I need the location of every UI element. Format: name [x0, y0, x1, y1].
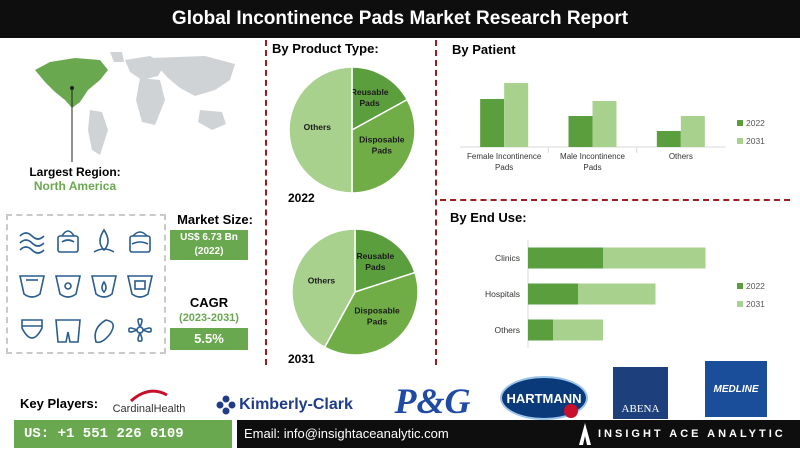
icons-panel	[6, 214, 166, 354]
pie-slice-label: Others	[304, 122, 332, 132]
x-tick-label: Male Incontinence Pads	[560, 152, 625, 172]
diaper-icon	[127, 275, 153, 298]
x-tick-label: Others	[669, 152, 693, 161]
patient-chart: Female Incontinence Pads Male Incontinence…	[460, 83, 765, 172]
north-america-region	[35, 58, 108, 108]
bar	[528, 319, 553, 341]
footer-bar	[237, 420, 800, 448]
cagr-label: CAGR	[189, 295, 229, 310]
world-map	[35, 52, 235, 162]
bar	[480, 99, 505, 147]
pie-slice	[291, 228, 356, 349]
diaper-icon	[21, 319, 43, 339]
product-type-title: By Product Type:	[272, 41, 379, 56]
pie-2022: Reusable Pads Disposable Pads Others	[288, 66, 416, 194]
divider-right	[435, 40, 437, 365]
legend-swatch	[737, 283, 743, 289]
market-size-box: US$ 6.73 Bn (2022)	[170, 230, 248, 260]
bar	[656, 131, 681, 147]
diaper-icon	[91, 275, 117, 298]
legend-swatch	[737, 120, 743, 126]
pie-2022-year: 2022	[288, 191, 315, 205]
diaper-icon	[19, 275, 45, 298]
pie-slice-label: Others	[308, 275, 336, 285]
logo-kimberly-clark: Kimberly-Clark	[212, 393, 357, 417]
divider-left	[265, 40, 267, 365]
key-players-label: Key Players:	[20, 396, 99, 411]
y-tick-label: Others	[494, 325, 520, 335]
largest-region-value: North America	[33, 179, 117, 193]
cagr-period: (2023-2031)	[179, 312, 239, 324]
bar	[553, 319, 603, 341]
pie-slice	[288, 66, 353, 194]
end-use-chart: Clinics Hospitals Others 2022 2031	[485, 240, 765, 348]
phone-bar[interactable]: US: +1 551 226 6109	[14, 420, 232, 448]
legend-label: 2022	[746, 281, 765, 291]
brief-icon	[55, 319, 81, 343]
legend-swatch	[737, 301, 743, 307]
market-size-year: (2022)	[194, 246, 224, 257]
pie-slice	[354, 228, 416, 294]
brand-logo-icon	[579, 423, 591, 445]
logo-abena: ABENA	[613, 367, 668, 419]
legend-label: 2022	[746, 118, 765, 128]
bar	[603, 247, 706, 269]
bar	[568, 116, 593, 147]
divider-horizontal	[440, 199, 790, 201]
pie-2031-year: 2031	[288, 352, 315, 366]
market-size-value: US$ 6.73 Bn	[180, 232, 238, 243]
logo-pg: P&G	[394, 381, 471, 421]
market-size-label: Market Size:	[177, 212, 253, 227]
x-tick-label: Female Incontinence Pads	[467, 152, 542, 172]
product-icons	[19, 228, 153, 344]
pie-slice	[351, 66, 409, 132]
flower-icon	[128, 318, 152, 342]
largest-region-label: Largest Region:	[29, 165, 121, 179]
pie-slice-label: Reusable Pads	[351, 87, 389, 108]
report-title: Global Incontinence Pads Market Research…	[0, 0, 800, 38]
pie-slice-label: Disposable Pads	[354, 306, 400, 327]
legend-label: 2031	[746, 299, 765, 309]
brand-name: INSIGHT ACE ANALYTIC	[598, 428, 786, 440]
y-tick-label: Hospitals	[485, 289, 520, 299]
bar	[504, 83, 529, 147]
tissue-box-icon	[129, 231, 151, 253]
tissue-icon	[57, 230, 79, 253]
y-tick-label: Clinics	[495, 253, 520, 263]
email-link[interactable]: Email: info@insightaceanalytic.com	[244, 426, 449, 441]
pie-slice	[323, 271, 419, 356]
diaper-icon	[55, 275, 81, 298]
bar	[680, 116, 705, 147]
bar	[592, 101, 617, 147]
logo-medline: MEDLINE	[705, 361, 767, 417]
pie-slice-label: Disposable Pads	[359, 135, 405, 156]
bar	[528, 247, 603, 269]
pad-icon	[94, 319, 114, 344]
cardinal-swoosh-icon	[130, 389, 168, 403]
droplet-icon	[93, 228, 115, 253]
hartmann-badge-icon	[564, 404, 578, 418]
pie-slice-label: Reusable Pads	[356, 251, 394, 272]
kc-mark-icon	[216, 395, 236, 415]
bar	[578, 283, 656, 305]
cagr-value: 5.5%	[170, 328, 248, 350]
pie-slice	[351, 98, 416, 194]
end-use-title: By End Use:	[450, 210, 527, 225]
wind-icon	[19, 232, 45, 254]
logo-cardinal-health: CardinalHealth	[108, 385, 190, 419]
patient-title: By Patient	[452, 42, 516, 57]
legend-label: 2031	[746, 136, 765, 146]
bar	[528, 283, 578, 305]
legend-swatch	[737, 138, 743, 144]
pie-2031: Reusable Pads Disposable Pads Others	[291, 228, 419, 356]
